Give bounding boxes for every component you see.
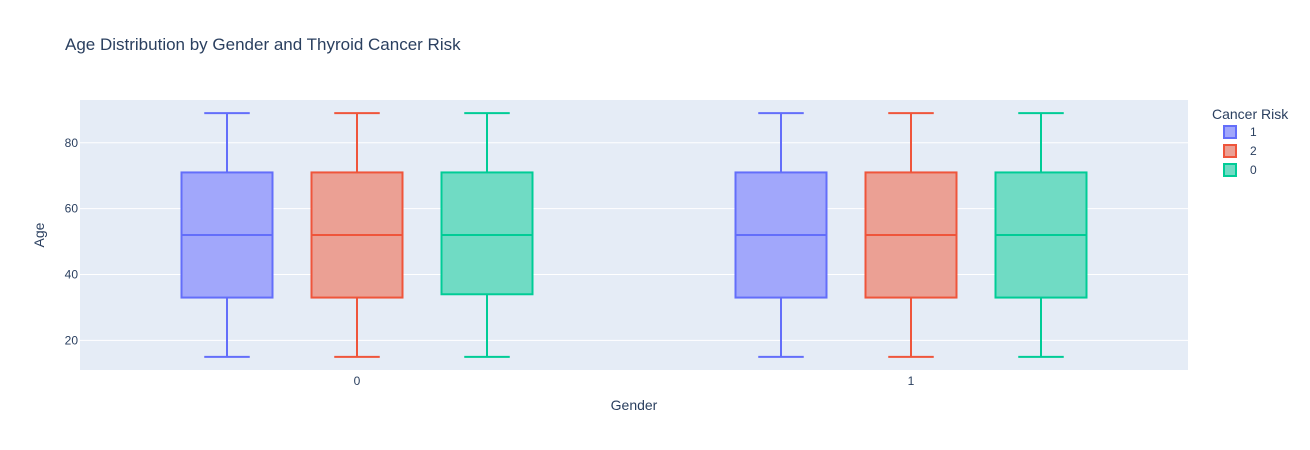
box-traces (180, 112, 1088, 358)
legend-label: 1 (1250, 125, 1257, 139)
legend-title: Cancer Risk (1212, 106, 1289, 122)
legend-item-1[interactable]: 1 (1223, 125, 1257, 139)
legend[interactable]: Cancer Risk 1 2 0 (1212, 106, 1289, 177)
box-series-1-gender-0[interactable] (180, 112, 274, 358)
y-tick-label: 60 (65, 202, 79, 216)
x-tick-label: 1 (908, 374, 915, 388)
box-series-2-gender-1[interactable] (864, 112, 958, 358)
chart-title: Age Distribution by Gender and Thyroid C… (65, 35, 461, 54)
y-axis-ticks: 20 40 60 80 (65, 136, 79, 348)
legend-swatch (1223, 144, 1237, 158)
y-tick-label: 80 (65, 136, 79, 150)
legend-swatch (1223, 163, 1237, 177)
box-series-1-gender-1[interactable] (734, 112, 828, 358)
y-tick-label: 20 (65, 333, 79, 347)
box-series-0-gender-0[interactable] (440, 112, 534, 358)
legend-label: 2 (1250, 144, 1257, 158)
iqr-box (440, 171, 534, 296)
box-series-2-gender-0[interactable] (310, 112, 404, 358)
legend-label: 0 (1250, 163, 1257, 177)
y-tick-label: 40 (65, 268, 79, 282)
legend-item-2[interactable]: 2 (1223, 144, 1257, 158)
legend-item-0[interactable]: 0 (1223, 163, 1257, 177)
x-tick-label: 0 (354, 374, 361, 388)
legend-swatch (1223, 125, 1237, 139)
box-series-0-gender-1[interactable] (994, 112, 1088, 358)
y-axis-title: Age (31, 222, 47, 247)
x-axis-title: Gender (611, 397, 658, 413)
